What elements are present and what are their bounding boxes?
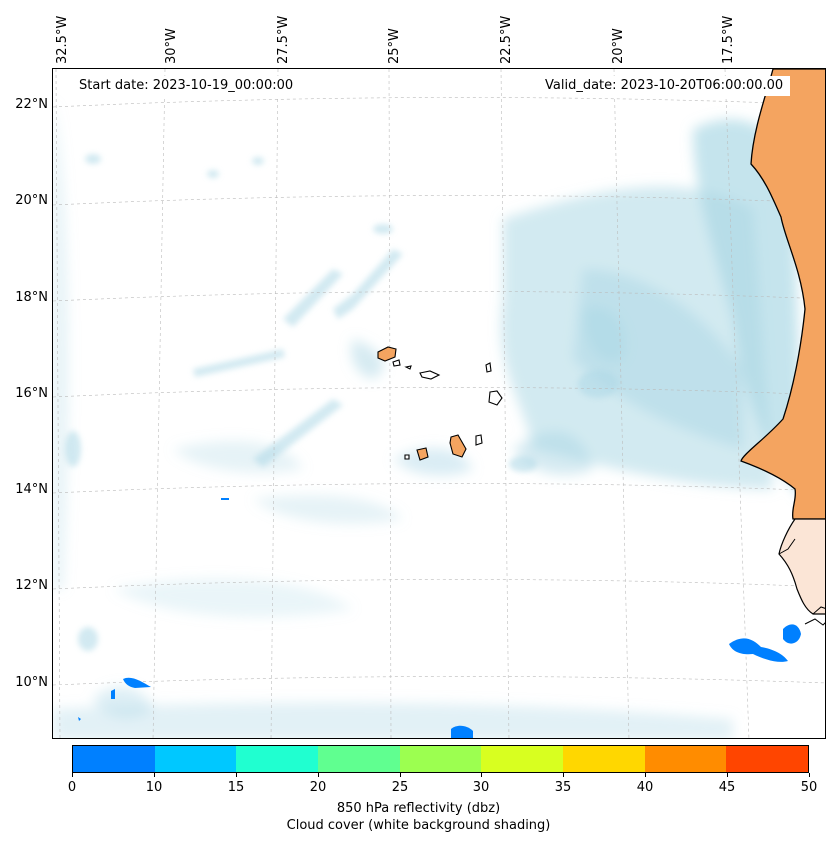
african-coast-land [740,69,825,626]
colorbar-tick-mark [318,773,319,777]
colorbar-segment-4 [399,746,482,772]
lon-label-17-5w: 17.5°W [721,15,736,64]
map-panel [52,68,826,739]
colorbar-tick-label: 15 [227,780,245,795]
lat-label-12n: 12°N [15,578,48,593]
lat-label-14n: 14°N [15,482,48,497]
colorbar-tick-label: 35 [554,780,572,795]
cape-verde-islands [377,346,503,461]
lon-label-32-5w: 32.5°W [55,15,70,64]
lon-label-20w: 20°W [611,28,626,64]
colorbar-tick-label: 50 [800,780,818,795]
start-date-label: Start date: 2023-10-19_00:00:00 [72,76,301,96]
lat-label-18n: 18°N [15,290,48,305]
colorbar-tick-label: 0 [67,780,77,795]
colorbar-segment-5 [481,746,564,772]
colorbar-segment-0 [73,746,155,772]
colorbar-tick-mark [400,773,401,777]
colorbar-tick-mark [154,773,155,777]
colorbar-tick-mark [727,773,728,777]
lon-label-25w: 25°W [387,28,402,64]
colorbar-segment-8 [726,746,809,772]
colorbar-tick-mark [809,773,810,777]
colorbar-tick-label: 45 [718,780,736,795]
reflectivity-layer [78,498,801,738]
colorbar-segment-3 [318,746,400,772]
colorbar-tick-mark [645,773,646,777]
lon-label-30w: 30°W [164,28,179,64]
lat-label-22n: 22°N [15,97,48,112]
colorbar-tick-mark [236,773,237,777]
colorbar-sublabel: Cloud cover (white background shading) [286,818,551,833]
colorbar-tick-mark [481,773,482,777]
colorbar-tick-mark [563,773,564,777]
lat-label-10n: 10°N [15,675,48,690]
lon-label-22-5w: 22.5°W [499,15,514,64]
colorbar-tick-label: 10 [145,780,163,795]
cloud-cover-layer [53,99,803,738]
map-canvas [53,69,825,738]
lat-label-20n: 20°N [15,193,48,208]
colorbar-segment-6 [563,746,645,772]
colorbar-label: 850 hPa reflectivity (dbz) [336,801,501,816]
colorbar-tick-mark [72,773,73,777]
colorbar-tick-label: 25 [391,780,409,795]
colorbar-tick-label: 40 [636,780,654,795]
reflectivity-colorbar [72,745,809,773]
lat-label-16n: 16°N [15,386,48,401]
valid-date-label: Valid_date: 2023-10-20T06:00:00.00 [538,76,791,96]
colorbar-segment-2 [236,746,319,772]
lon-label-27-5w: 27.5°W [276,15,291,64]
colorbar-tick-label: 30 [472,780,490,795]
colorbar-segment-1 [154,746,237,772]
graticule [53,69,825,738]
colorbar-segment-7 [644,746,727,772]
colorbar-tick-label: 20 [309,780,327,795]
